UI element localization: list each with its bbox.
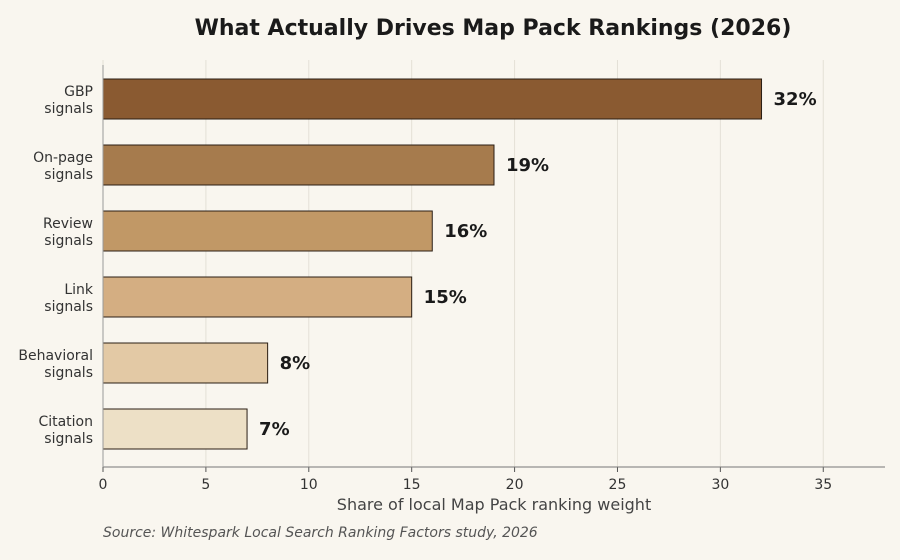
source-note: Source: Whitespark Local Search Ranking … [103,525,538,541]
x-tick-label: 15 [403,477,421,493]
bar-value-label: 15% [424,287,467,308]
bars [102,78,763,450]
bar-value-label: 7% [259,419,290,440]
category-label: Review signals [43,216,93,249]
bar [102,276,413,318]
category-labels: GBP signals On-page signals Review signals Lin… [18,84,94,447]
bar [102,144,495,186]
gridlines [102,60,824,467]
x-tick-label: 10 [300,477,318,493]
value-labels: 32% 19% 16% 15% 8% 7% [259,89,817,440]
category-label: On-page signals [33,150,93,183]
x-tick-label: 0 [99,477,108,493]
category-label: Link signals [44,282,94,315]
bar-value-label: 32% [774,89,817,110]
bar [102,408,248,450]
x-axis-label: Share of local Map Pack ranking weight [337,495,651,514]
bar-value-label: 19% [506,155,549,176]
chart-title: What Actually Drives Map Pack Rankings (… [195,16,792,41]
x-tick-label: 20 [506,477,524,493]
x-tick-label: 5 [201,477,210,493]
category-label: Citation signals [38,414,93,447]
x-tick-label: 25 [609,477,627,493]
bar-value-label: 8% [280,353,311,374]
bar [102,78,763,120]
bar [102,210,433,252]
x-tick-label: 30 [711,477,729,493]
x-tick-label: 35 [814,477,832,493]
category-label: Behavioral signals [18,348,93,381]
category-label: GBP signals [44,84,93,117]
bar-value-label: 16% [444,221,487,242]
bar [102,342,269,384]
x-axis: 0 5 10 15 20 25 30 35 [99,65,885,493]
